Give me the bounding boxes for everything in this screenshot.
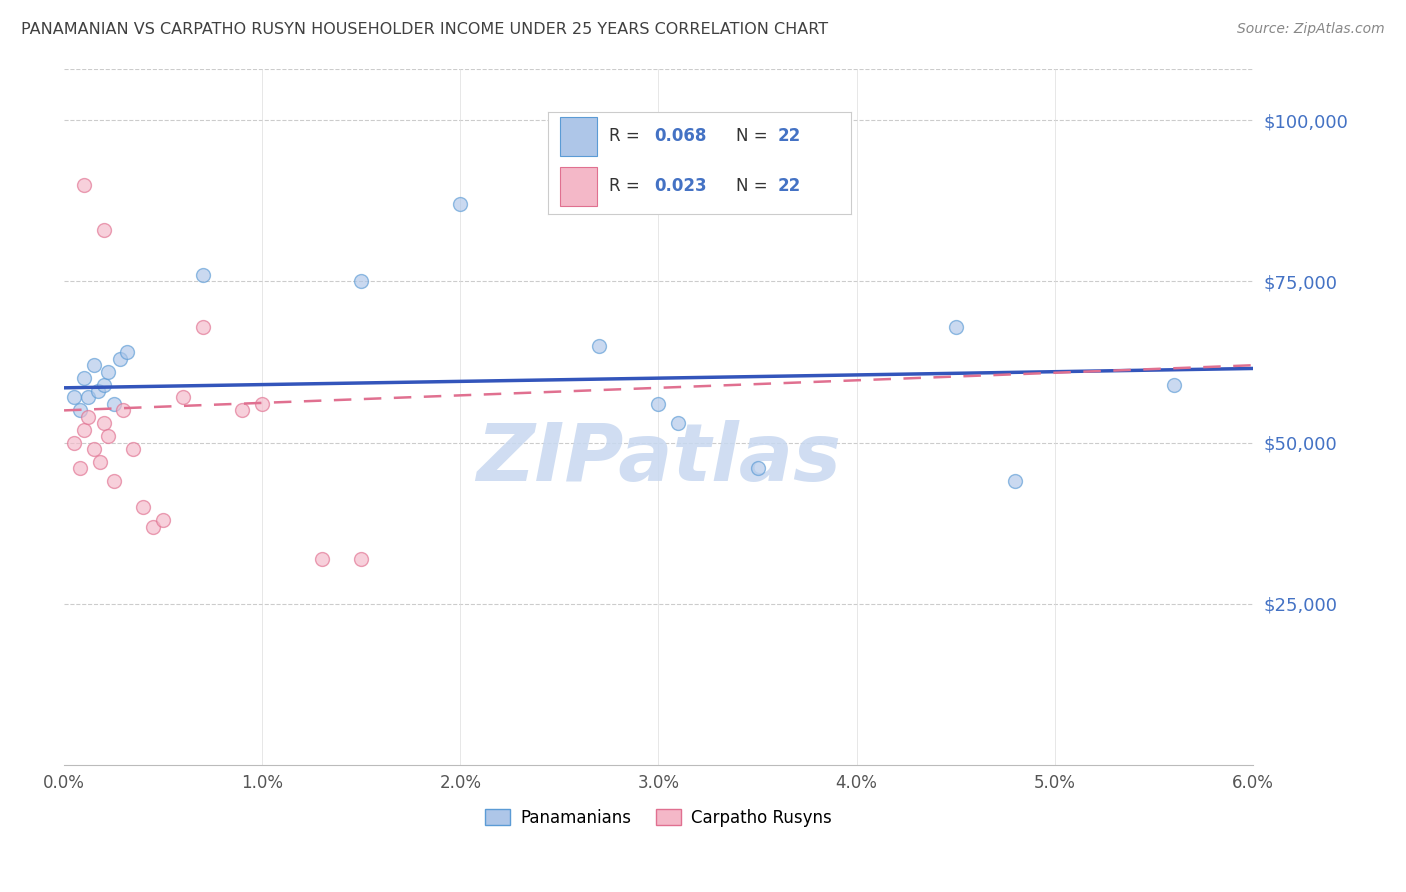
Point [1004, 475, 1026, 489]
Point [76, 391, 98, 405]
Point [449, 197, 471, 211]
Text: 0.068: 0.068 [654, 128, 707, 145]
Text: N =: N = [735, 178, 773, 195]
Point [83, 442, 105, 456]
Point [73, 371, 96, 385]
Point [73, 178, 96, 192]
Text: R =: R = [609, 128, 645, 145]
Point [83, 358, 105, 372]
Text: N =: N = [735, 128, 773, 145]
Point [588, 339, 610, 353]
Point [250, 397, 273, 411]
Point [647, 397, 669, 411]
Text: PANAMANIAN VS CARPATHO RUSYN HOUSEHOLDER INCOME UNDER 25 YEARS CORRELATION CHART: PANAMANIAN VS CARPATHO RUSYN HOUSEHOLDER… [21, 22, 828, 37]
Point [93, 223, 115, 237]
Text: ZIPatlas: ZIPatlas [477, 419, 841, 498]
Point [132, 500, 155, 515]
Point [63, 435, 86, 450]
Text: 22: 22 [778, 178, 801, 195]
Point [87, 384, 110, 398]
Text: 0.023: 0.023 [654, 178, 707, 195]
Point [117, 345, 139, 359]
FancyBboxPatch shape [561, 117, 596, 155]
FancyBboxPatch shape [561, 167, 596, 206]
Point [231, 403, 253, 417]
Point [63, 391, 86, 405]
Legend: Panamanians, Carpatho Rusyns: Panamanians, Carpatho Rusyns [478, 802, 838, 833]
Point [97, 429, 120, 443]
Point [97, 365, 120, 379]
Point [152, 513, 174, 527]
Point [350, 551, 373, 566]
Point [945, 319, 967, 334]
Point [350, 274, 373, 288]
Text: 22: 22 [778, 128, 801, 145]
Point [103, 397, 125, 411]
Point [89, 455, 111, 469]
Point [747, 461, 769, 475]
Point [93, 377, 115, 392]
Point [191, 268, 214, 282]
Point [666, 417, 689, 431]
Point [112, 403, 135, 417]
Point [73, 423, 96, 437]
Point [311, 551, 333, 566]
Point [142, 519, 165, 533]
Point [69, 403, 91, 417]
Text: Source: ZipAtlas.com: Source: ZipAtlas.com [1237, 22, 1385, 37]
Point [103, 475, 125, 489]
Point [122, 442, 145, 456]
Point [76, 409, 98, 424]
Point [172, 391, 194, 405]
Point [191, 319, 214, 334]
Point [93, 417, 115, 431]
Point [108, 351, 131, 366]
Text: R =: R = [609, 178, 645, 195]
Point [69, 461, 91, 475]
Point [1163, 377, 1185, 392]
